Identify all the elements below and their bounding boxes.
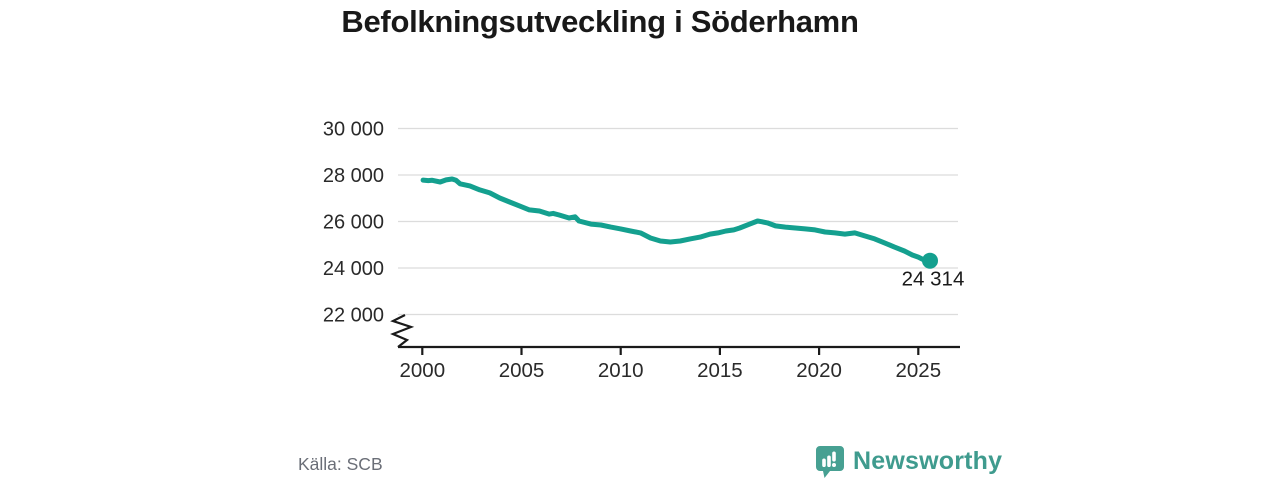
y-tick-label: 22 000: [323, 305, 384, 327]
brand-name: Newsworthy: [853, 446, 1003, 475]
source-label: Källa: SCB: [298, 454, 383, 474]
x-tick-label: 2000: [399, 359, 445, 382]
last-value-dot: [922, 252, 939, 269]
logo-bar-1: [822, 458, 826, 467]
newsworthy-brand: Newsworthy: [813, 442, 1002, 480]
y-tick-label: 30 000: [323, 119, 384, 141]
x-axis-tick-labels: 2000 2005 2010 2015 2020 2025: [399, 359, 941, 382]
y-tick-label: 26 000: [323, 212, 384, 234]
logo-bar-2: [827, 455, 831, 467]
x-tick-label: 2010: [598, 359, 644, 382]
y-axis-break-zigzag: [390, 314, 415, 348]
gridlines: [398, 127, 958, 316]
newsworthy-logo-icon: [816, 446, 844, 478]
y-axis-tick-labels: 30 000 28 000 26 000 24 000 22 000: [323, 119, 384, 327]
x-tick-label: 2015: [697, 359, 743, 382]
y-tick-label: 28 000: [323, 165, 384, 187]
x-tick-label: 2025: [895, 359, 941, 382]
x-tick-label: 2005: [499, 359, 545, 382]
x-axis-ticks: [421, 347, 920, 355]
logo-exclamation-bar: [832, 451, 836, 462]
logo-exclamation-dot: [832, 463, 836, 467]
y-tick-label: 24 000: [323, 258, 384, 280]
population-series-line: [420, 176, 933, 264]
x-tick-label: 2020: [796, 359, 842, 382]
last-value-label: 24 314: [902, 268, 965, 291]
page-title: Befolkningsutveckling i Söderhamn: [341, 4, 859, 39]
